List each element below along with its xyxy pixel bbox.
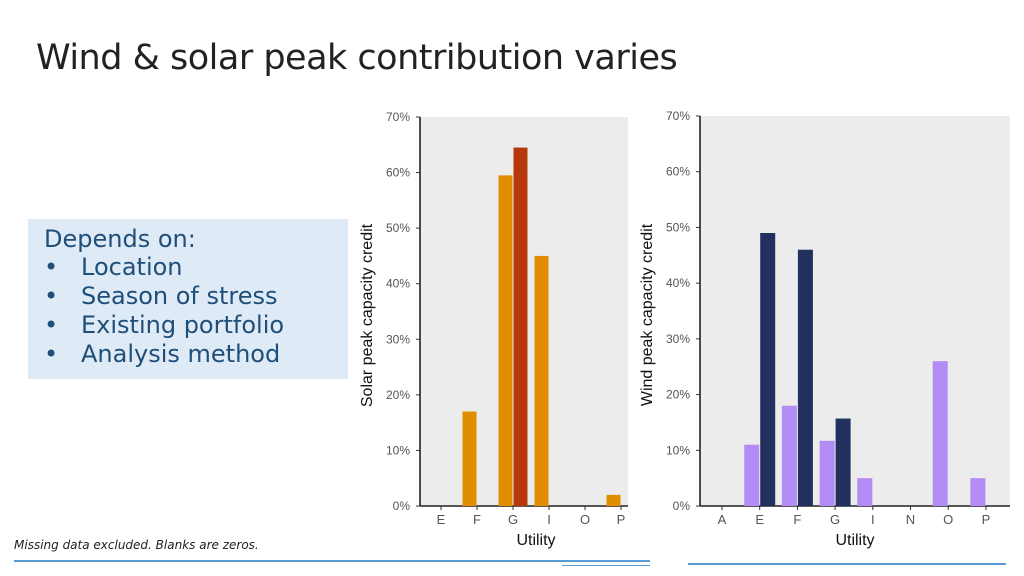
bullet-icon: • — [44, 311, 59, 339]
solar-y-tick-label: 50% — [386, 221, 410, 235]
wind-bar-E-s1 — [744, 444, 760, 506]
wind-y-tick-label: 10% — [666, 443, 690, 457]
wind-plot-panel — [700, 116, 1010, 506]
solar-x-tick-label: E — [437, 512, 446, 527]
wind-x-tick-label: P — [982, 512, 991, 527]
wind-x-tick-label: A — [718, 512, 727, 527]
wind-y-axis-title: Wind peak capacity credit — [639, 223, 656, 406]
solar-y-tick-label: 30% — [386, 332, 410, 346]
wind-x-tick-label: E — [755, 512, 764, 527]
wind-x-tick-label: G — [830, 512, 840, 527]
slide-title: Wind & solar peak contribution varies — [36, 38, 678, 78]
solar-bar-P-s1 — [606, 494, 621, 506]
wind-y-tick-label: 70% — [666, 109, 690, 123]
solar-x-axis-title: Utility — [516, 532, 555, 549]
list-item-label: Existing portfolio — [81, 311, 285, 339]
footer-rule-right — [688, 563, 1006, 565]
wind-y-tick-label: 20% — [666, 388, 690, 402]
wind-x-tick-label: I — [871, 512, 875, 527]
solar-y-tick-label: 10% — [386, 443, 410, 457]
solar-y-tick-label: 0% — [393, 499, 411, 513]
list-item: • Analysis method — [44, 340, 284, 369]
wind-bar-I-s1 — [857, 478, 873, 506]
wind-bar-F-s1 — [781, 405, 797, 506]
list-item-label: Analysis method — [81, 340, 281, 368]
solar-x-tick-label: O — [580, 512, 590, 527]
factor-list: • Location • Season of stress • Existing po… — [44, 253, 284, 369]
wind-x-tick-label: F — [793, 512, 801, 527]
solar-y-tick-label: 20% — [386, 388, 410, 402]
solar-bar-I-s1 — [534, 255, 549, 506]
solar-y-tick-label: 70% — [386, 110, 410, 124]
solar-y-axis-title: Solar peak capacity credit — [359, 223, 376, 407]
wind-bar-P-s1 — [970, 478, 986, 506]
footer-rule-left — [14, 560, 650, 562]
wind-x-tick-label: N — [906, 512, 915, 527]
wind-x-tick-label: O — [943, 512, 953, 527]
list-item-label: Location — [81, 253, 183, 281]
list-item: • Existing portfolio — [44, 311, 284, 340]
wind-y-tick-label: 60% — [666, 165, 690, 179]
solar-x-tick-label: P — [617, 512, 626, 527]
wind-y-tick-label: 40% — [666, 276, 690, 290]
bullet-icon: • — [44, 282, 59, 310]
box-heading: Depends on: — [44, 225, 196, 253]
wind-y-tick-label: 30% — [666, 332, 690, 346]
wind-y-tick-label: 0% — [673, 499, 691, 513]
solar-x-tick-label: I — [547, 512, 551, 527]
solar-bar-G-s2 — [513, 147, 528, 507]
list-item: • Location — [44, 253, 284, 282]
solar-x-tick-label: F — [473, 512, 481, 527]
list-item-label: Season of stress — [81, 282, 278, 310]
solar-bar-G-s1 — [498, 175, 513, 506]
solar-y-tick-label: 60% — [386, 166, 410, 180]
wind-bar-F-s2 — [797, 249, 813, 506]
solar-y-tick-label: 40% — [386, 277, 410, 291]
bullet-icon: • — [44, 340, 59, 368]
depends-on-box: Depends on: • Location • Season of stress … — [28, 219, 348, 379]
solar-x-tick-label: G — [508, 512, 518, 527]
wind-bar-G-s2 — [835, 418, 851, 506]
solar-bar-F-s1 — [462, 411, 477, 506]
wind-bar-E-s2 — [760, 233, 776, 506]
wind-x-axis-title: Utility — [835, 532, 874, 549]
footer-rule-accent — [562, 565, 650, 566]
list-item: • Season of stress — [44, 282, 284, 311]
wind-bar-G-s1 — [819, 440, 835, 506]
wind-bar-O-s1 — [932, 361, 948, 506]
bullet-icon: • — [44, 253, 59, 281]
footnote: Missing data excluded. Blanks are zeros. — [14, 538, 259, 552]
wind-y-tick-label: 50% — [666, 220, 690, 234]
